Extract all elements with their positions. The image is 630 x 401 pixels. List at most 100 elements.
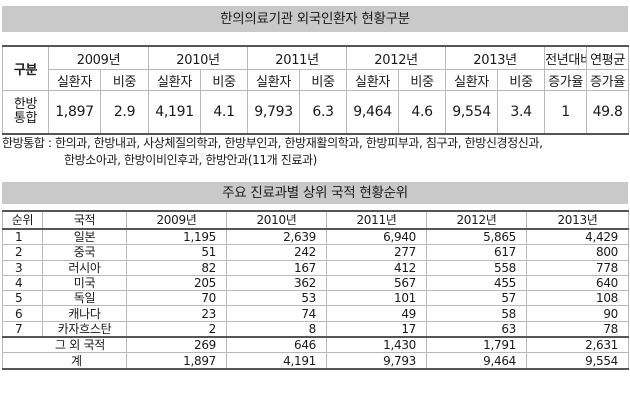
value-cell: 82	[126, 259, 227, 276]
country-cell: 독일	[42, 290, 127, 307]
table1-title: 한의의료기관 외국인환자 현황구분	[2, 6, 628, 32]
table2-title: 주요 진료과별 상위 국적 현황순위	[2, 182, 628, 204]
footnote: 한방통합 : 한의과, 한방내과, 사상체질의학과, 한방부인과, 한방재활의학…	[2, 135, 628, 169]
year-header-2010: 2010년	[148, 45, 249, 70]
header-country: 국적	[42, 210, 127, 230]
table-row: 6 캐나다 23 74 49 58 90	[2, 305, 629, 322]
value-cell: 57	[426, 290, 527, 307]
cagr-subheader: 증가율	[586, 69, 630, 91]
others-2013: 2,631	[526, 336, 629, 354]
value-cell: 167	[226, 259, 327, 276]
country-cell: 일본	[42, 228, 127, 246]
sub-patients-2012: 실환자	[346, 69, 400, 91]
nationality-ranking-table: 순위 국적 2009년 2010년 2011년 2012년 2013년 1 일본 1…	[2, 210, 629, 370]
rank-cell: 2	[2, 244, 43, 261]
rank-cell: 1	[2, 228, 43, 246]
header-2010: 2010년	[226, 210, 327, 230]
patients-2013: 9,554	[445, 90, 499, 135]
row-label: 한방 통합	[2, 90, 49, 135]
value-cell: 617	[426, 244, 527, 261]
header-2009: 2009년	[126, 210, 227, 230]
value-cell: 640	[526, 274, 629, 292]
corner-header: 구분	[2, 45, 49, 91]
value-cell: 2,639	[226, 228, 327, 246]
header-2013: 2013년	[526, 210, 629, 230]
table-row: 5 독일 70 53 101 57 108	[2, 290, 629, 307]
value-cell: 49	[326, 305, 427, 322]
value-cell: 8	[226, 320, 327, 338]
patients-2011: 9,793	[247, 90, 301, 135]
value-cell: 6,940	[326, 228, 427, 246]
sub-patients-2009: 실환자	[48, 69, 101, 91]
sub-ratio-2012: 비중	[398, 69, 447, 91]
others-label: 그 외 국적	[2, 336, 127, 354]
others-2011: 1,430	[326, 336, 427, 354]
value-cell: 362	[226, 274, 327, 292]
country-cell: 캐나다	[42, 305, 127, 322]
value-cell: 2	[126, 320, 227, 338]
value-cell: 800	[526, 244, 629, 261]
value-cell: 108	[526, 290, 629, 307]
rank-cell: 6	[2, 305, 43, 322]
value-cell: 778	[526, 259, 629, 276]
ratio-2010: 4.1	[200, 90, 249, 135]
country-cell: 중국	[42, 244, 127, 261]
cagr-header: 연평균	[586, 45, 630, 70]
yoy-value: 1	[544, 90, 588, 135]
value-cell: 78	[526, 320, 629, 338]
patients-2009: 1,897	[48, 90, 101, 135]
row-label-line-1: 한방	[13, 97, 38, 112]
value-cell: 1,195	[126, 228, 227, 246]
value-cell: 242	[226, 244, 327, 261]
year-header-2013: 2013년	[445, 45, 546, 70]
value-cell: 63	[426, 320, 527, 338]
patients-2010: 4,191	[148, 90, 202, 135]
year-header-2009: 2009년	[47, 45, 150, 70]
table-row: 7 카자흐스탄 2 8 17 63 78	[2, 320, 629, 338]
value-cell: 70	[126, 290, 227, 307]
country-cell: 러시아	[42, 259, 127, 276]
value-cell: 90	[526, 305, 629, 322]
total-2011: 9,793	[326, 352, 427, 370]
value-cell: 455	[426, 274, 527, 292]
value-cell: 51	[126, 244, 227, 261]
sub-ratio-2009: 비중	[99, 69, 150, 91]
ratio-2012: 4.6	[398, 90, 447, 135]
others-2012: 1,791	[426, 336, 527, 354]
header-rank: 순위	[2, 210, 43, 230]
yoy-header: 전년대비	[544, 45, 588, 70]
ratio-2013: 3.4	[497, 90, 546, 135]
rank-cell: 4	[2, 274, 43, 292]
cagr-value: 49.8	[586, 90, 630, 135]
value-cell: 4,429	[526, 228, 629, 246]
total-2012: 9,464	[426, 352, 527, 370]
rank-cell: 7	[2, 320, 43, 338]
sub-patients-2010: 실환자	[148, 69, 202, 91]
rank-cell: 5	[2, 290, 43, 307]
total-label: 계	[2, 352, 127, 370]
table-row: 4 미국 205 362 567 455 640	[2, 274, 629, 292]
sub-patients-2011: 실환자	[247, 69, 301, 91]
ratio-2011: 6.3	[299, 90, 348, 135]
sub-ratio-2011: 비중	[299, 69, 348, 91]
row-label-line-2: 통합	[13, 111, 38, 126]
header-2011: 2011년	[326, 210, 427, 230]
sub-patients-2013: 실환자	[445, 69, 499, 91]
footnote-line-1: 한방통합 : 한의과, 한방내과, 사상체질의학과, 한방부인과, 한방재활의학…	[2, 136, 543, 150]
yoy-subheader: 증가율	[544, 69, 588, 91]
footnote-line-2: 한방소아과, 한방이비인후과, 한방안과(11개 진료과)	[64, 153, 317, 167]
total-2009: 1,897	[126, 352, 227, 370]
year-header-2012: 2012년	[346, 45, 447, 70]
value-cell: 53	[226, 290, 327, 307]
rank-cell: 3	[2, 259, 43, 276]
value-cell: 567	[326, 274, 427, 292]
value-cell: 101	[326, 290, 427, 307]
value-cell: 23	[126, 305, 227, 322]
sub-ratio-2013: 비중	[497, 69, 546, 91]
value-cell: 205	[126, 274, 227, 292]
sub-ratio-2010: 비중	[200, 69, 249, 91]
year-header-2011: 2011년	[247, 45, 348, 70]
value-cell: 17	[326, 320, 427, 338]
table-row: 3 러시아 82 167 412 558 778	[2, 259, 629, 276]
country-cell: 카자흐스탄	[42, 320, 127, 338]
